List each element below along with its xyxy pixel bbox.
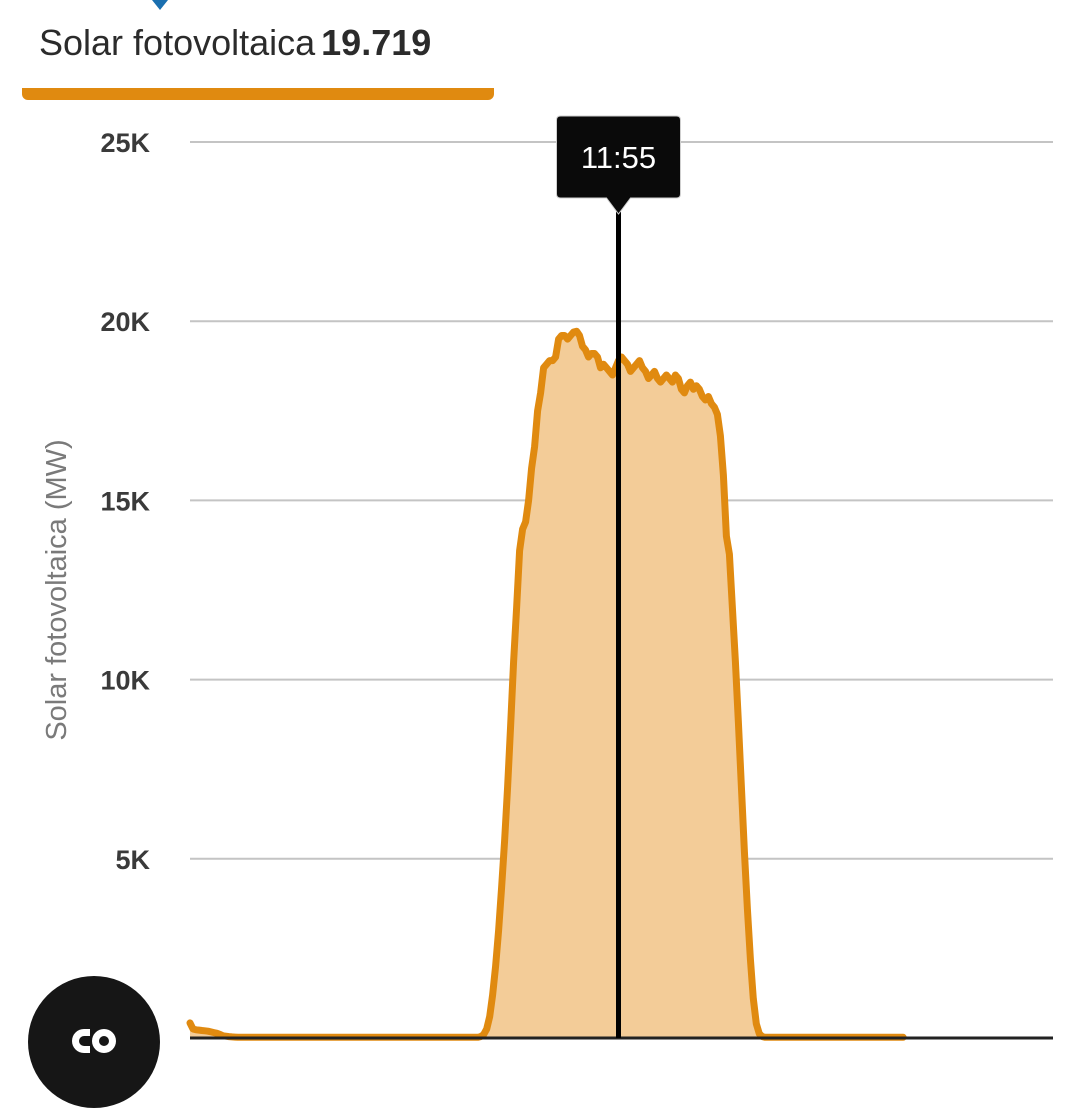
y-tick-label: 5K (115, 845, 150, 875)
y-tick-label: 25K (100, 128, 150, 158)
time-tooltip: 11:55 (556, 115, 682, 215)
cocreate-link-icon (72, 1029, 116, 1053)
y-tick-label: 10K (100, 666, 150, 696)
floating-action-button[interactable] (28, 976, 160, 1108)
legend-underline (22, 88, 494, 100)
y-tick-labels: 5K 10K 15K 20K 25K (100, 128, 150, 875)
legend-current-value: 19.719 (321, 22, 432, 63)
chart[interactable]: 5K 10K 15K 20K 25K Solar fotovoltaica (MW) 1… (0, 0, 1080, 1080)
y-axis-title: Solar fotovoltaica (MW) (41, 439, 73, 740)
legend-series-name: Solar fotovoltaica (39, 22, 316, 63)
tooltip-box (556, 115, 682, 215)
series-area-fill (190, 331, 904, 1038)
y-tick-label: 20K (100, 307, 150, 337)
top-caret-icon (152, 0, 168, 10)
y-tick-label: 15K (100, 486, 150, 516)
tooltip-time: 11:55 (581, 140, 656, 175)
legend-text: Solar fotovoltaica 19.719 (39, 22, 431, 64)
legend-tab-solar-fotovoltaica[interactable]: Solar fotovoltaica 19.719 (22, 0, 494, 102)
